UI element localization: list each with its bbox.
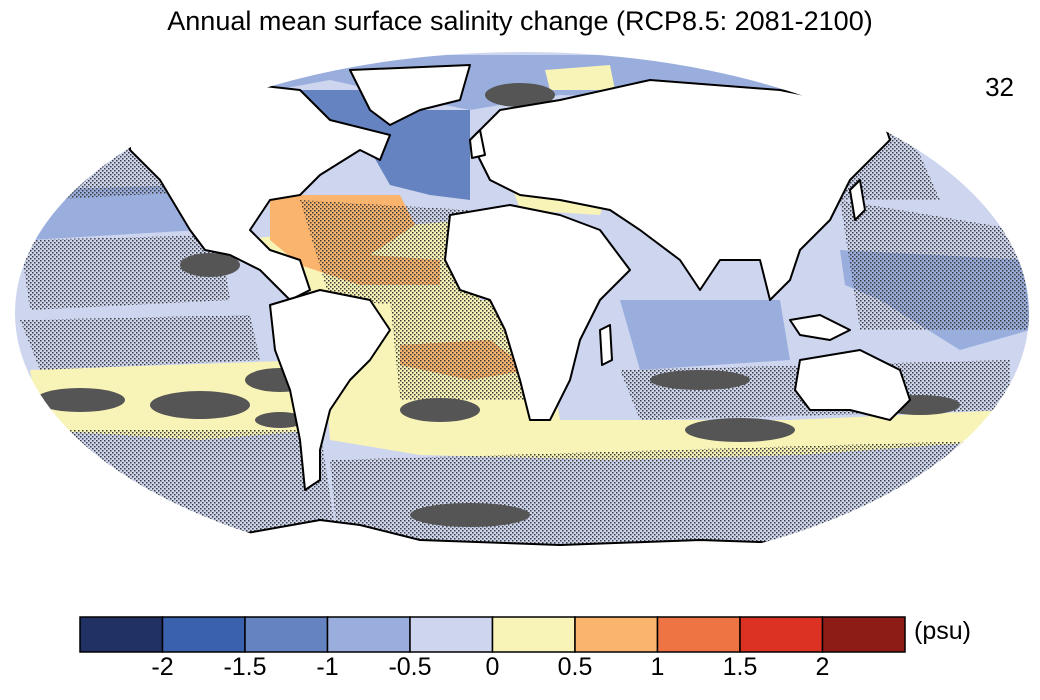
colorbar-bin (739, 616, 824, 653)
colorbar-bins (79, 616, 906, 653)
australia (794, 349, 911, 421)
colorbar-tick-label: 1.5 (722, 653, 758, 681)
colorbar-tick-label: 1 (650, 653, 665, 681)
japan (849, 179, 866, 221)
north-america (129, 79, 391, 301)
colorbar-bin (656, 616, 741, 653)
map-title: Annual mean surface salinity change (RCP… (167, 6, 873, 36)
model-count-label: 32 (985, 72, 1014, 102)
colorbar-tick-label: -0.5 (388, 653, 432, 681)
indonesia (789, 314, 851, 341)
greenland (349, 64, 471, 126)
indian-ocean-fresh-region (620, 300, 790, 370)
colorbar-tick-label: 0 (485, 653, 500, 681)
colorbar-unit-label: (psu) (914, 617, 971, 645)
colorbar-bin (821, 616, 906, 653)
colorbar-bin (244, 616, 329, 653)
north-atlantic-fresh-region (370, 110, 470, 200)
colorbar-bin (326, 616, 411, 653)
colorbar-tick-label: 0.5 (557, 653, 593, 681)
colorbar-bin (409, 616, 494, 653)
colorbar-bin (491, 616, 576, 653)
africa (444, 204, 631, 421)
colorbar-tick-label: -1 (316, 653, 339, 681)
world-map (13, 50, 1031, 576)
colorbar-bin (79, 616, 164, 653)
colorbar-bin (574, 616, 659, 653)
eurasia (469, 79, 891, 301)
colorbar-tick-label: -2 (151, 653, 174, 681)
south-america (269, 289, 391, 491)
colorbar-bin (161, 616, 246, 653)
uk (469, 129, 486, 159)
globe-outline (13, 50, 1031, 576)
barents-yellow (545, 65, 615, 90)
colorbar-tick-label: 2 (815, 653, 830, 681)
madagascar (599, 324, 613, 366)
colorbar-tick-label: -1.5 (223, 653, 267, 681)
